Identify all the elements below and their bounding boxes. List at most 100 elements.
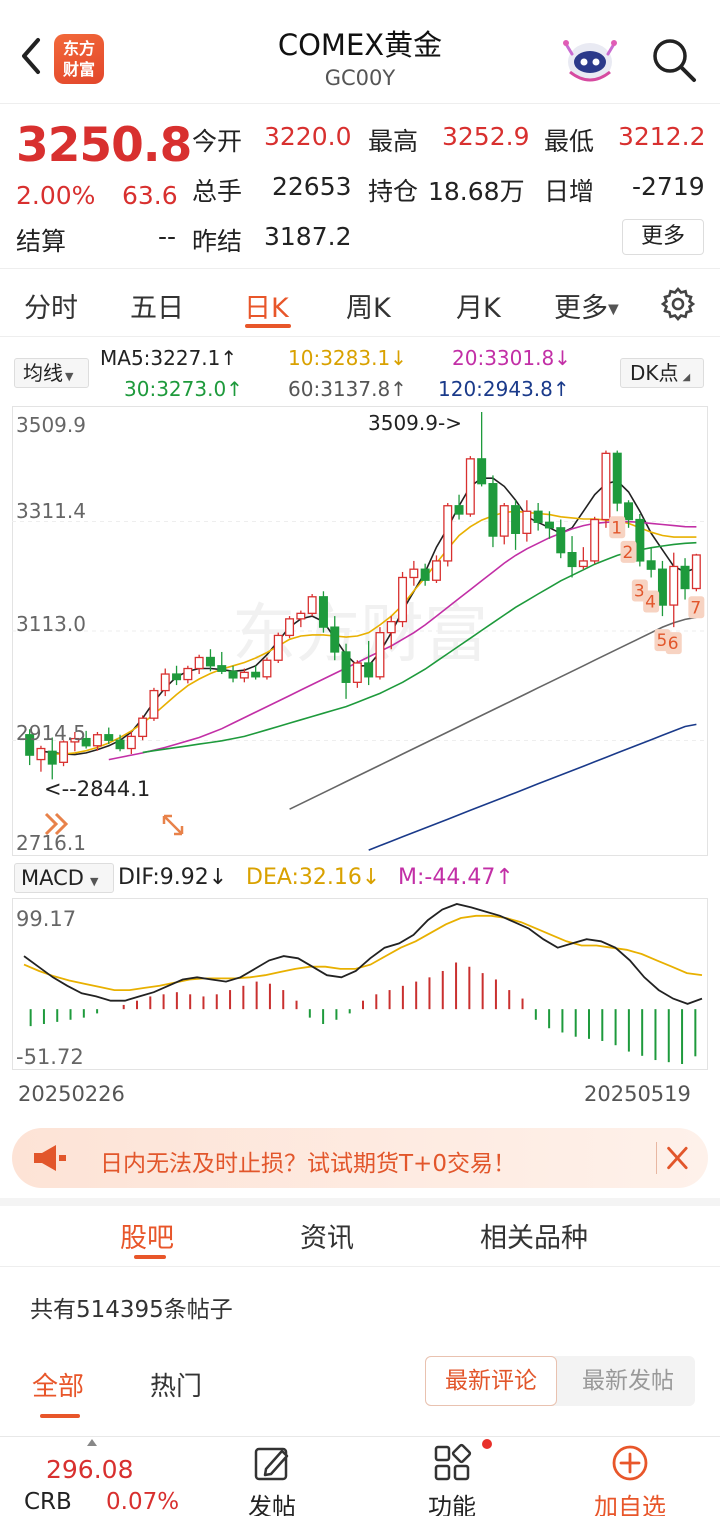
- candle-body: [115, 739, 125, 750]
- candle-body: [443, 505, 453, 562]
- candlestick: [183, 665, 193, 684]
- y-label-bottom: 2716.1: [16, 831, 86, 855]
- candle-body: [205, 656, 215, 667]
- ma-selector-label: 均线: [23, 361, 63, 385]
- candle-body: [624, 502, 634, 521]
- dk-marker-text: 6: [668, 634, 679, 654]
- tab-monthly-k[interactable]: 月K: [456, 293, 501, 324]
- promo-banner[interactable]: 日内无法及时止损？试试期货T+0交易！: [12, 1128, 708, 1188]
- quote-value-prev-settle: 3187.2: [264, 222, 352, 251]
- top-header: 东方 财富 COMEX黄金 GC00Y: [0, 0, 720, 104]
- corner-triangle-icon: ◢: [682, 372, 691, 383]
- ma-selector[interactable]: 均线 ▼: [14, 358, 89, 388]
- tab-intraday[interactable]: 分时: [24, 293, 78, 324]
- megaphone-icon: [34, 1145, 66, 1171]
- kline-chart[interactable]: 东方财富 3509.9 3311.4 3113.0 2914.5 2716.1 …: [12, 406, 708, 856]
- candlestick: [251, 665, 261, 680]
- more-quote-button[interactable]: 更多: [622, 219, 704, 255]
- gear-icon[interactable]: [660, 286, 696, 322]
- candle-body: [318, 596, 328, 628]
- dk-marker[interactable]: 6: [665, 632, 682, 655]
- candle-body: [601, 452, 611, 521]
- filter-all[interactable]: 全部: [32, 1372, 85, 1402]
- close-icon[interactable]: [656, 1142, 690, 1174]
- divider: [0, 1266, 720, 1267]
- ticker-percent[interactable]: 0.07%: [106, 1489, 180, 1515]
- ticker-name[interactable]: CRB: [24, 1489, 72, 1515]
- candlestick: [578, 547, 588, 570]
- tab-five-day[interactable]: 五日: [130, 293, 184, 324]
- candle-body: [386, 620, 396, 634]
- add-watchlist-label[interactable]: 加自选: [594, 1493, 666, 1516]
- candle-body: [420, 568, 430, 581]
- y-label-4: 2914.5: [16, 721, 86, 745]
- quote-value-low: 3212.2: [618, 122, 706, 151]
- change-percent: 2.00%: [16, 181, 96, 210]
- candle-body: [691, 554, 701, 590]
- apps-icon[interactable]: [432, 1443, 472, 1483]
- tab-news[interactable]: 资讯: [300, 1223, 354, 1254]
- candle-body: [25, 734, 35, 756]
- tab-forum[interactable]: 股吧: [120, 1223, 174, 1254]
- macd-chart[interactable]: 99.17 -51.72: [12, 898, 708, 1070]
- caret-down-icon: ▼: [65, 370, 74, 383]
- candle-body: [273, 634, 283, 661]
- macd-dif-value: DIF:9.92↓: [118, 865, 228, 890]
- candlestick: [375, 627, 385, 680]
- candlestick: [657, 560, 667, 617]
- candle-body: [612, 452, 622, 504]
- filter-hot[interactable]: 热门: [150, 1372, 203, 1402]
- dk-point-button[interactable]: DK点 ◢: [620, 358, 704, 388]
- candle-body: [567, 551, 577, 568]
- dk-marker[interactable]: 7: [688, 596, 705, 619]
- dk-marker[interactable]: 4: [643, 590, 660, 613]
- candlestick: [318, 591, 328, 633]
- dk-marker[interactable]: 2: [620, 540, 637, 563]
- candle-body: [70, 737, 80, 743]
- candle-body: [477, 458, 487, 485]
- tab-more-label: 更多: [554, 293, 608, 324]
- expand-icon[interactable]: [162, 814, 184, 836]
- macd-m-value: M:-44.47↑: [398, 865, 514, 890]
- y-label-2: 3311.4: [16, 499, 86, 523]
- quote-value-volume: 22653: [272, 172, 352, 201]
- tab-more[interactable]: 更多▼: [554, 286, 619, 325]
- candle-body: [36, 747, 46, 761]
- indicator-selector[interactable]: MACD ▼: [14, 863, 114, 893]
- ticker-value[interactable]: 296.08: [46, 1455, 134, 1484]
- candlestick: [533, 502, 543, 531]
- quote-label-open-interest: 持仓: [368, 177, 419, 206]
- double-arrow-icon[interactable]: [44, 812, 69, 836]
- active-tab-indicator: [134, 1255, 166, 1259]
- dk-marker[interactable]: 1: [609, 516, 626, 539]
- active-filter-indicator: [40, 1414, 80, 1418]
- candlestick: [691, 553, 701, 592]
- candlestick: [386, 616, 396, 650]
- tab-weekly-k[interactable]: 周K: [346, 293, 391, 324]
- active-tab-indicator: [245, 324, 291, 328]
- candle-body: [228, 670, 238, 679]
- search-icon[interactable]: [648, 34, 700, 86]
- candlestick: [330, 616, 340, 661]
- app-logo: 东方 财富: [54, 34, 104, 84]
- sort-latest-comment[interactable]: 最新评论: [425, 1356, 557, 1406]
- ma30-value: 30:3273.0↑: [124, 377, 243, 401]
- candlestick: [680, 558, 690, 600]
- back-icon[interactable]: [14, 34, 48, 78]
- post-button-label[interactable]: 发帖: [248, 1493, 296, 1516]
- functions-button-label[interactable]: 功能: [428, 1493, 476, 1516]
- add-watchlist-icon[interactable]: [610, 1443, 650, 1483]
- tab-related[interactable]: 相关品种: [480, 1223, 588, 1254]
- tab-daily-k[interactable]: 日K: [244, 293, 289, 324]
- robot-assistant-icon[interactable]: [562, 32, 618, 88]
- candle-body: [533, 510, 543, 523]
- section-divider: [0, 1198, 720, 1206]
- candle-body: [409, 568, 419, 579]
- candlestick: [239, 668, 249, 683]
- compose-icon[interactable]: [252, 1443, 292, 1483]
- expand-up-icon[interactable]: [87, 1439, 97, 1446]
- dk-marker-box: [643, 590, 660, 613]
- divider: [0, 268, 720, 269]
- sort-latest-post[interactable]: 最新发帖: [582, 1368, 674, 1394]
